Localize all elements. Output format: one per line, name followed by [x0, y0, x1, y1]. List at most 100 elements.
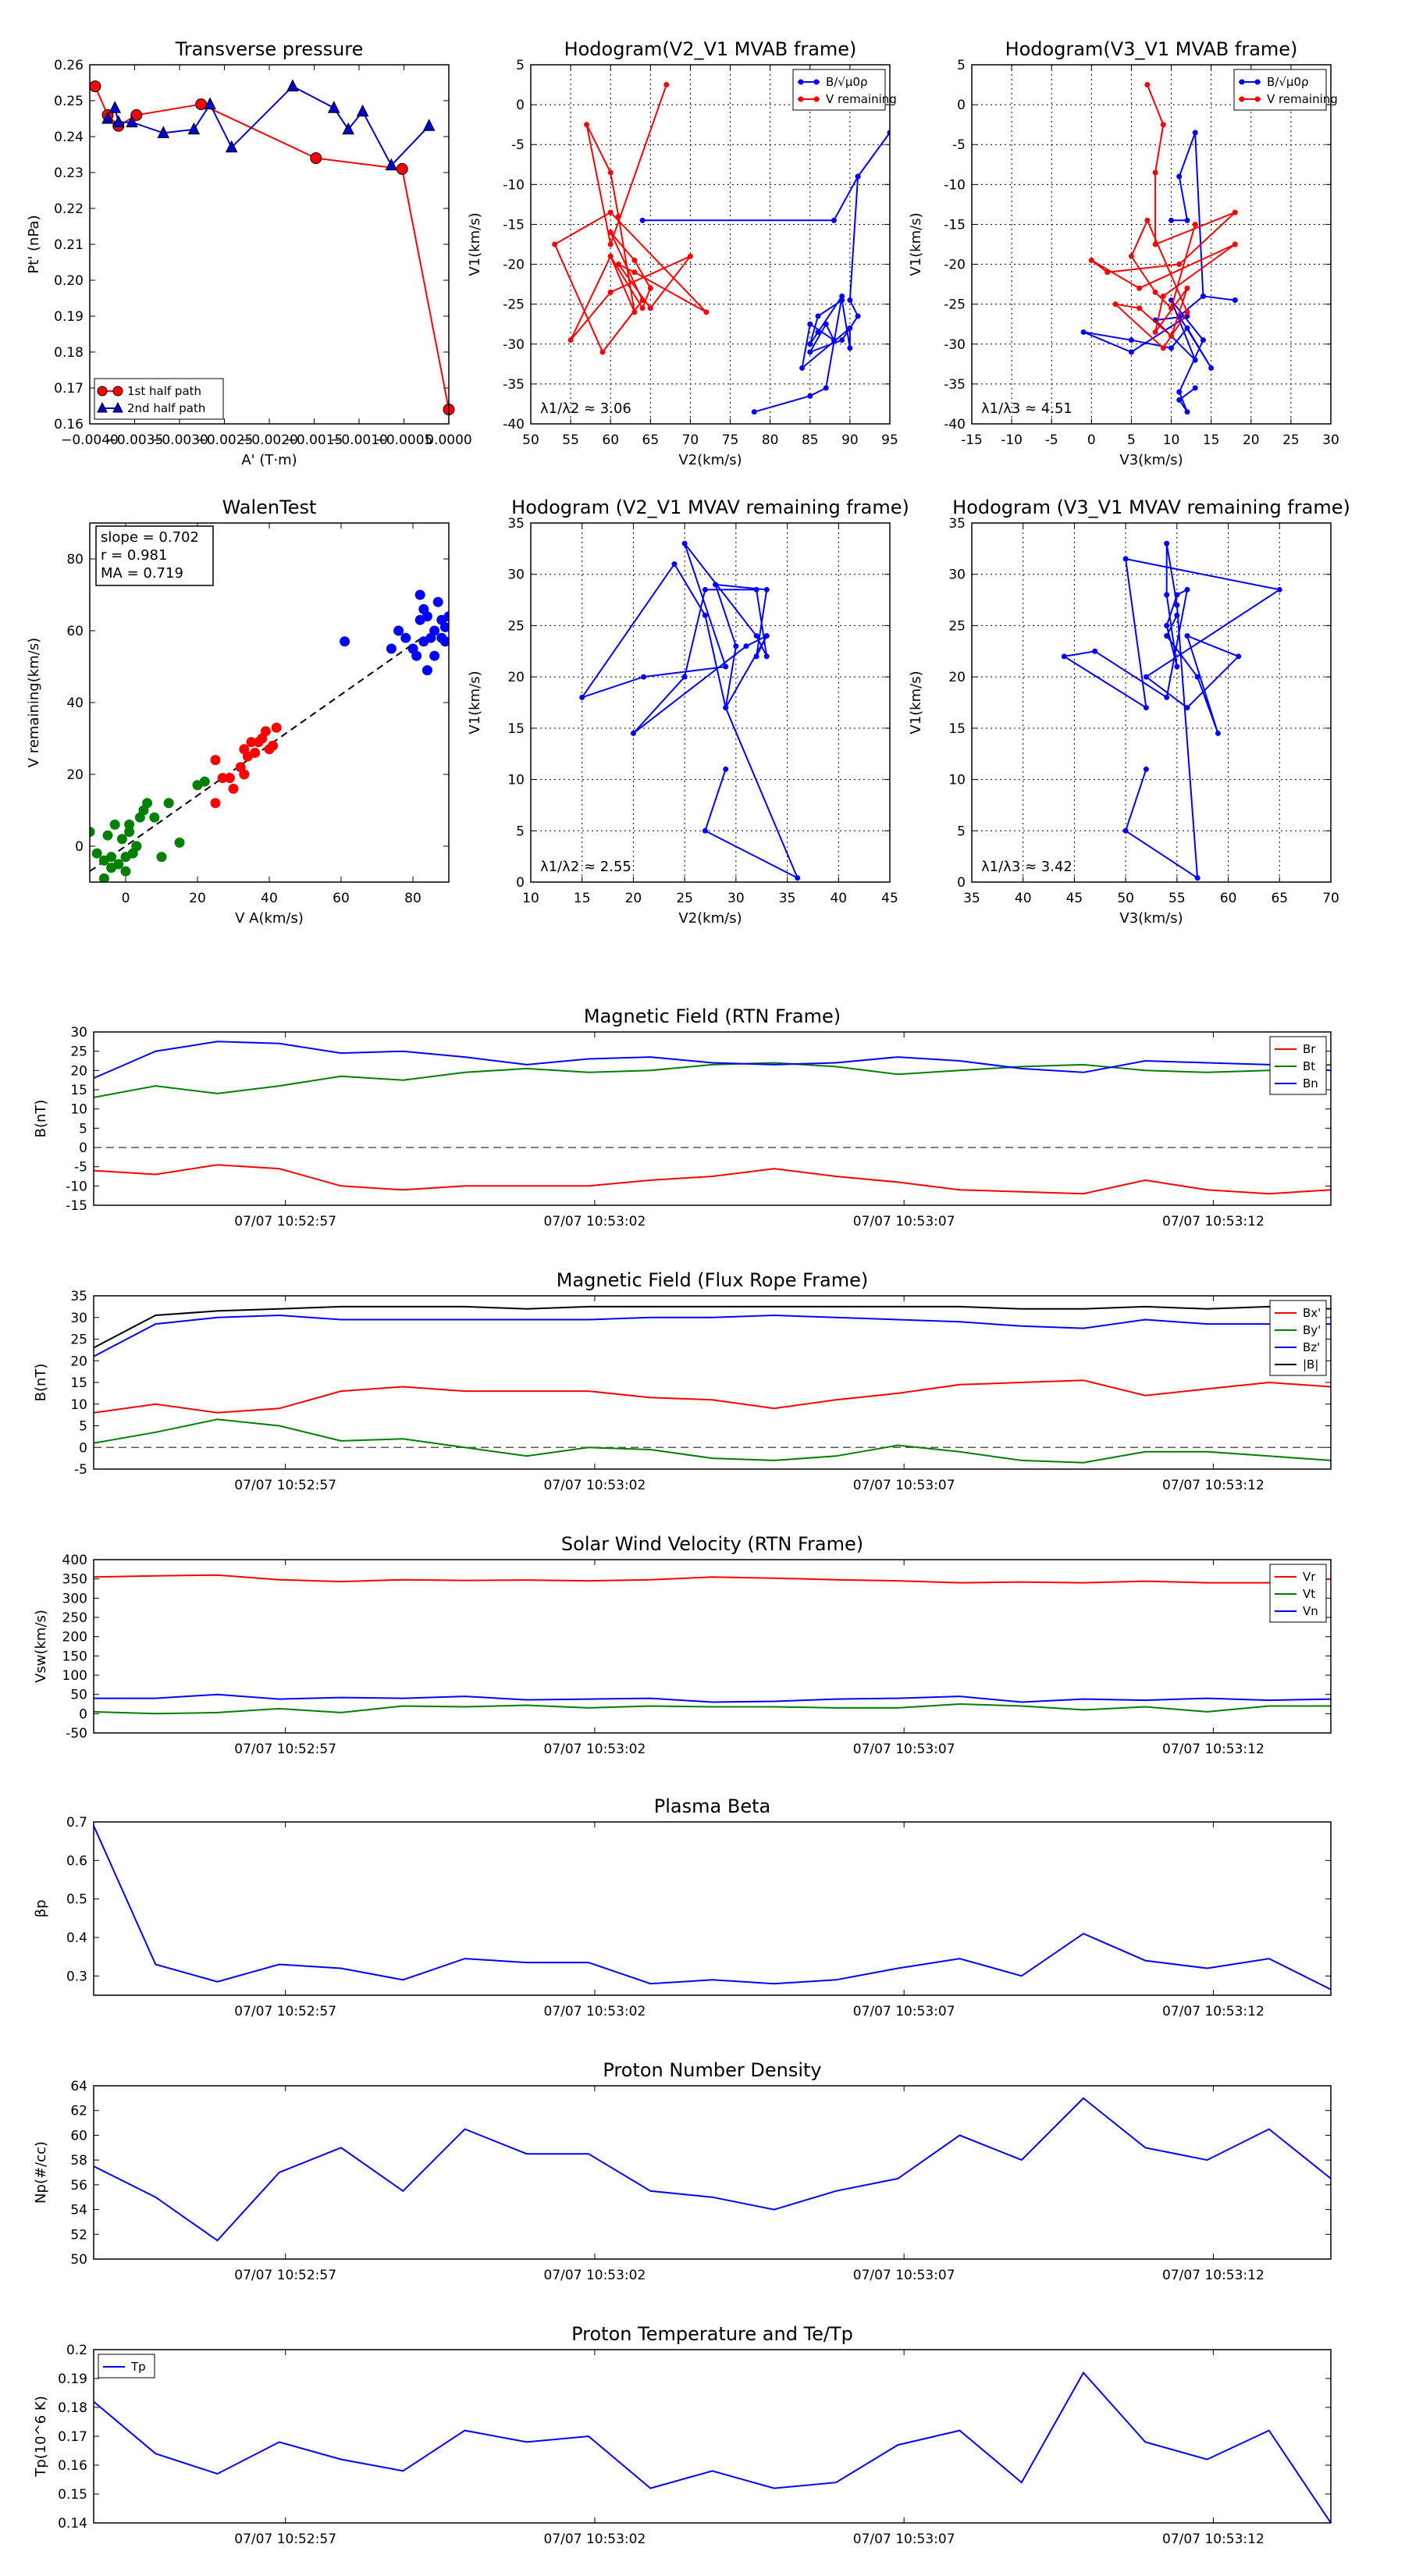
x-tick-label: −0.0040	[61, 432, 119, 448]
x-tick-label: 07/07 10:53:02	[544, 1742, 646, 1757]
data-point	[1232, 297, 1238, 304]
x-tick-label: 65	[1271, 891, 1288, 906]
x-tick-label: 20	[625, 891, 642, 906]
data-point	[1092, 648, 1098, 654]
data-point	[681, 674, 688, 680]
legend-marker	[798, 79, 804, 85]
data-point	[807, 349, 813, 355]
data-point	[1168, 345, 1175, 351]
x-axis-label: V3(km/s)	[1119, 910, 1183, 927]
data-point	[703, 309, 710, 315]
data-point	[418, 603, 429, 614]
y-tick-label: 58	[70, 2153, 87, 2169]
y-tick-label: 54	[70, 2203, 87, 2218]
legend: B/√μ0ρ V remaining	[1233, 69, 1338, 111]
data-point	[1160, 345, 1166, 351]
data-point	[1176, 173, 1183, 180]
data-point	[639, 305, 646, 311]
data-point	[1174, 664, 1180, 670]
x-tick-label: 15	[574, 891, 591, 906]
y-tick-label: 60	[70, 2128, 87, 2144]
x-tick-label: −0.0035	[106, 432, 164, 448]
data-point	[723, 766, 729, 772]
x-tick-label: 0	[122, 891, 130, 906]
x-tick-label: 10	[522, 891, 539, 906]
x-tick-label: 50	[522, 432, 539, 448]
x-tick-label: 25	[676, 891, 693, 906]
legend: 1st half path 2nd half path	[94, 378, 224, 420]
legend-label: Bn	[1303, 1076, 1318, 1091]
data-point	[210, 798, 221, 809]
data-point	[113, 859, 124, 870]
y-tick-label: -15	[503, 217, 525, 233]
data-point	[131, 841, 142, 852]
stats-line: r = 0.981	[101, 547, 167, 564]
data-point	[799, 365, 806, 371]
data-point	[246, 737, 257, 748]
x-tick-label: 80	[404, 891, 422, 906]
y-tick-label: 400	[62, 1553, 87, 1568]
series-line	[1062, 543, 1282, 880]
x-tick-label: 40	[261, 891, 278, 906]
data-point	[1128, 337, 1134, 343]
data-point	[342, 122, 355, 135]
data-point	[1184, 309, 1190, 315]
series-line	[94, 1693, 1331, 1703]
y-tick-label: 0	[516, 875, 525, 891]
legend: Bx' By' Bz' |B|	[1269, 1300, 1327, 1376]
data-point	[599, 349, 606, 355]
data-point	[1152, 169, 1158, 176]
eigenvalue-ratio: λ1/λ2 ≈ 3.06	[540, 400, 631, 417]
data-point	[887, 130, 890, 136]
x-tick-label: 0	[1087, 432, 1096, 448]
y-tick-label: 50	[70, 2252, 87, 2268]
x-tick-label: 45	[1066, 891, 1083, 906]
data-point	[356, 104, 369, 117]
y-tick-label: 0.26	[54, 58, 84, 73]
y-tick-label: 10	[507, 773, 525, 788]
x-tick-label: 30	[1322, 432, 1339, 448]
data-point	[109, 819, 120, 830]
data-point	[443, 611, 449, 622]
data-point	[1192, 357, 1198, 363]
y-tick-label: 5	[957, 824, 966, 839]
y-tick-label: 20	[948, 670, 966, 685]
data-point	[847, 325, 853, 331]
x-axis-label: V2(km/s)	[678, 452, 742, 468]
data-point	[855, 313, 861, 319]
data-point	[607, 289, 614, 295]
data-point	[187, 122, 201, 135]
y-axis-label: Vsw(km/s)	[33, 1610, 49, 1683]
chart-title: Magnetic Field (Flux Rope Frame)	[557, 1269, 868, 1291]
data-point	[584, 122, 590, 128]
data-point	[1061, 653, 1067, 660]
chart-title: Solar Wind Velocity (RTN Frame)	[561, 1533, 863, 1555]
legend-label: Bt	[1303, 1059, 1315, 1073]
data-point	[753, 653, 759, 660]
chart-5: Hodogram (V3_V1 MVAV remaining frame)35 4…	[908, 496, 1350, 927]
data-point	[639, 217, 646, 223]
data-point	[713, 582, 719, 588]
data-point	[815, 313, 821, 319]
x-tick-label: 95	[881, 432, 898, 448]
data-point	[432, 596, 443, 607]
chart-2: Hodogram(V3_V1 MVAB frame) -15 -10 -5 0 5 10 15…	[908, 38, 1339, 468]
chart-10: Proton Number Density 07/07 10:52:57 07/07…	[33, 2059, 1332, 2283]
series-line	[94, 1314, 1331, 1357]
x-tick-label: 45	[881, 891, 898, 906]
chart-8: Solar Wind Velocity (RTN Frame) 07/07 10:…	[33, 1533, 1332, 1757]
y-tick-label: 10	[70, 1102, 87, 1118]
x-tick-label: 07/07 10:53:12	[1162, 2532, 1264, 2547]
y-axis-label: B(nT)	[33, 1364, 49, 1402]
x-axis-label: V3(km/s)	[1119, 452, 1183, 468]
y-tick-label: 15	[948, 721, 966, 737]
data-point	[1144, 82, 1151, 88]
data-point	[1088, 257, 1094, 263]
data-point	[1184, 409, 1190, 415]
y-tick-label: 0	[516, 98, 525, 113]
legend-label: B/√μ0ρ	[826, 75, 868, 89]
x-tick-label: 15	[1203, 432, 1220, 448]
plot-area	[94, 1041, 1331, 1195]
y-tick-label: 5	[79, 1121, 87, 1137]
chart-6: Magnetic Field (RTN Frame) 07/07 10:52:57…	[33, 1005, 1332, 1229]
